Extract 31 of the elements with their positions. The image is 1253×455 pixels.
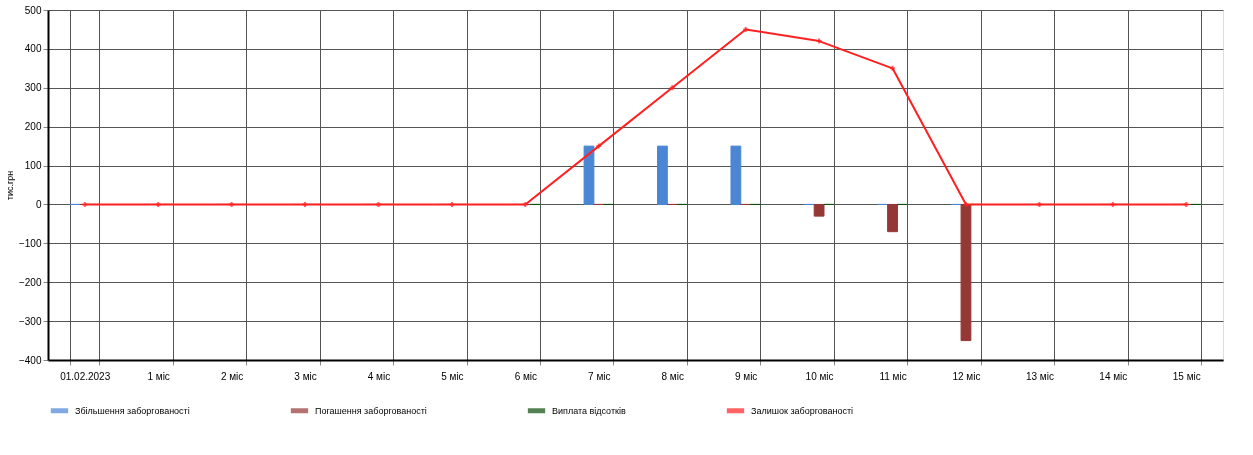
x-tick-label: 01.02.2023 xyxy=(60,370,111,382)
x-tick-label: 5 міс xyxy=(441,370,464,382)
y-tick-label: 100 xyxy=(24,160,42,172)
x-tick-label: 7 міс xyxy=(588,370,611,382)
x-tick-label: 2 міс xyxy=(220,370,244,382)
y-tick-label: −400 xyxy=(18,354,42,366)
y-tick-label: 300 xyxy=(24,82,42,94)
legend-label: Збільшення заборгованості xyxy=(75,405,190,416)
y-tick-label: 400 xyxy=(24,43,42,55)
y-tick-label: −300 xyxy=(18,315,42,327)
x-tick-label: 1 міс xyxy=(147,370,170,382)
x-tick-label: 3 міс xyxy=(294,370,317,382)
y-tick-label: 0 xyxy=(35,198,42,210)
x-tick-label: 6 міс xyxy=(514,370,538,382)
x-tick-label: 10 міс xyxy=(805,370,834,382)
y-tick-label: 500 xyxy=(24,4,42,16)
x-tick-label: 11 міс xyxy=(879,370,907,382)
x-tick-label: 14 міс xyxy=(1099,370,1128,382)
x-tick-label: 4 міс xyxy=(367,370,391,382)
y-tick-label: −100 xyxy=(18,237,42,249)
y-tick-label: 200 xyxy=(24,121,42,133)
legend-label: Виплата відсотків xyxy=(552,405,626,416)
y-axis-title: тис.грн xyxy=(4,170,15,201)
x-tick-label: 8 міс xyxy=(661,370,684,382)
x-tick-label: 13 міс xyxy=(1025,370,1054,382)
x-tick-label: 12 міс xyxy=(952,370,981,382)
x-tick-label: 15 міс xyxy=(1172,370,1201,382)
legend-label: Залишок заборгованості xyxy=(751,405,854,416)
x-tick-label: 9 міс xyxy=(734,370,758,382)
y-tick-label: −200 xyxy=(18,276,42,288)
legend-label: Погашення заборгованості xyxy=(315,405,427,416)
